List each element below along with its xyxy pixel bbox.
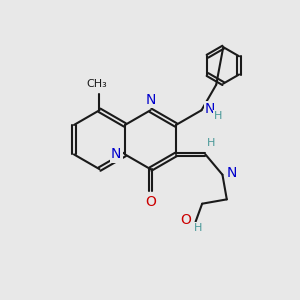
Text: H: H (214, 110, 222, 121)
Text: N: N (145, 93, 156, 107)
Text: N: N (226, 166, 237, 180)
Text: H: H (194, 223, 203, 233)
Text: H: H (207, 138, 215, 148)
Text: O: O (180, 213, 191, 227)
Text: N: N (205, 102, 215, 116)
Text: CH₃: CH₃ (86, 79, 107, 89)
Text: O: O (145, 195, 156, 209)
Text: N: N (111, 147, 122, 161)
